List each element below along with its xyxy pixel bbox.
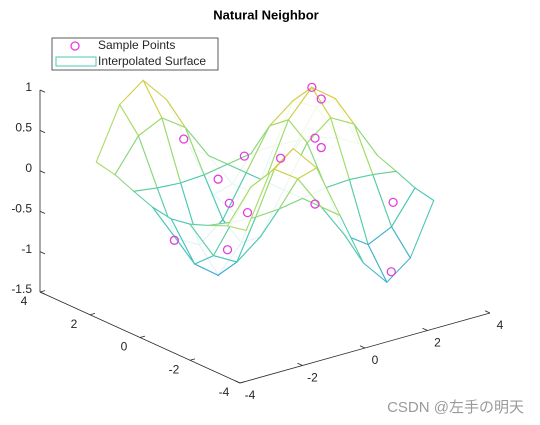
- legend-label: Sample Points: [98, 38, 175, 52]
- sample-point: [316, 142, 326, 153]
- y-tick: [39, 290, 46, 293]
- z-tick: [39, 291, 46, 295]
- z-tick-label: 0: [25, 161, 32, 175]
- x-tick-label: -4: [245, 388, 256, 402]
- z-tick-label: -1.5: [11, 282, 32, 296]
- x-tick-label: 2: [434, 336, 441, 350]
- sample-point: [224, 198, 235, 208]
- watermark: CSDN @左手の明天: [387, 399, 524, 416]
- x-tick: [297, 362, 303, 366]
- z-tick: [39, 210, 46, 214]
- legend-swatch: [55, 56, 97, 67]
- x-tick-label: 0: [372, 353, 379, 367]
- y-tick: [89, 312, 96, 316]
- y-tick-label: 0: [121, 340, 128, 354]
- surface-cell: [226, 171, 271, 232]
- legend-marker: [70, 41, 80, 51]
- sample-point: [169, 235, 180, 245]
- x-tick-label: -2: [307, 371, 318, 385]
- y-tick-label: 2: [71, 317, 78, 331]
- z-tick: [39, 170, 46, 174]
- y-tick-label: 4: [21, 294, 28, 308]
- z-tick: [39, 89, 46, 93]
- sample-point: [213, 174, 223, 184]
- z-tick-label: -1: [21, 242, 32, 256]
- z-tick: [39, 251, 46, 255]
- z-tick-label: 0.5: [15, 121, 32, 135]
- sample-point: [307, 82, 317, 93]
- sample-point: [316, 94, 326, 104]
- sample-point: [310, 133, 320, 143]
- x-tick: [484, 310, 491, 314]
- z-tick: [39, 130, 46, 134]
- sample-point: [275, 153, 286, 163]
- legend: Sample Points Interpolated Surface: [51, 37, 219, 71]
- x-tick: [422, 327, 428, 331]
- sample-point: [310, 199, 320, 209]
- y-tick-label: -2: [169, 362, 180, 376]
- z-tick-label: -0.5: [11, 201, 32, 215]
- x-tick: [234, 380, 241, 384]
- sample-point: [386, 267, 396, 277]
- y-tick-label: -4: [219, 385, 230, 399]
- sample-point: [179, 134, 189, 144]
- sample-point: [388, 197, 398, 208]
- legend-label: Interpolated Surface: [98, 54, 206, 68]
- z-tick-label: 1: [25, 80, 32, 94]
- chart-title: Natural Neighbor: [213, 7, 318, 22]
- sample-point: [239, 151, 250, 161]
- y-tick: [139, 335, 146, 338]
- y-tick: [189, 358, 196, 361]
- sample-point: [242, 207, 253, 218]
- y-tick: [239, 381, 246, 384]
- sample-point: [222, 245, 233, 255]
- x-tick: [359, 345, 366, 349]
- x-tick-label: 4: [497, 318, 504, 332]
